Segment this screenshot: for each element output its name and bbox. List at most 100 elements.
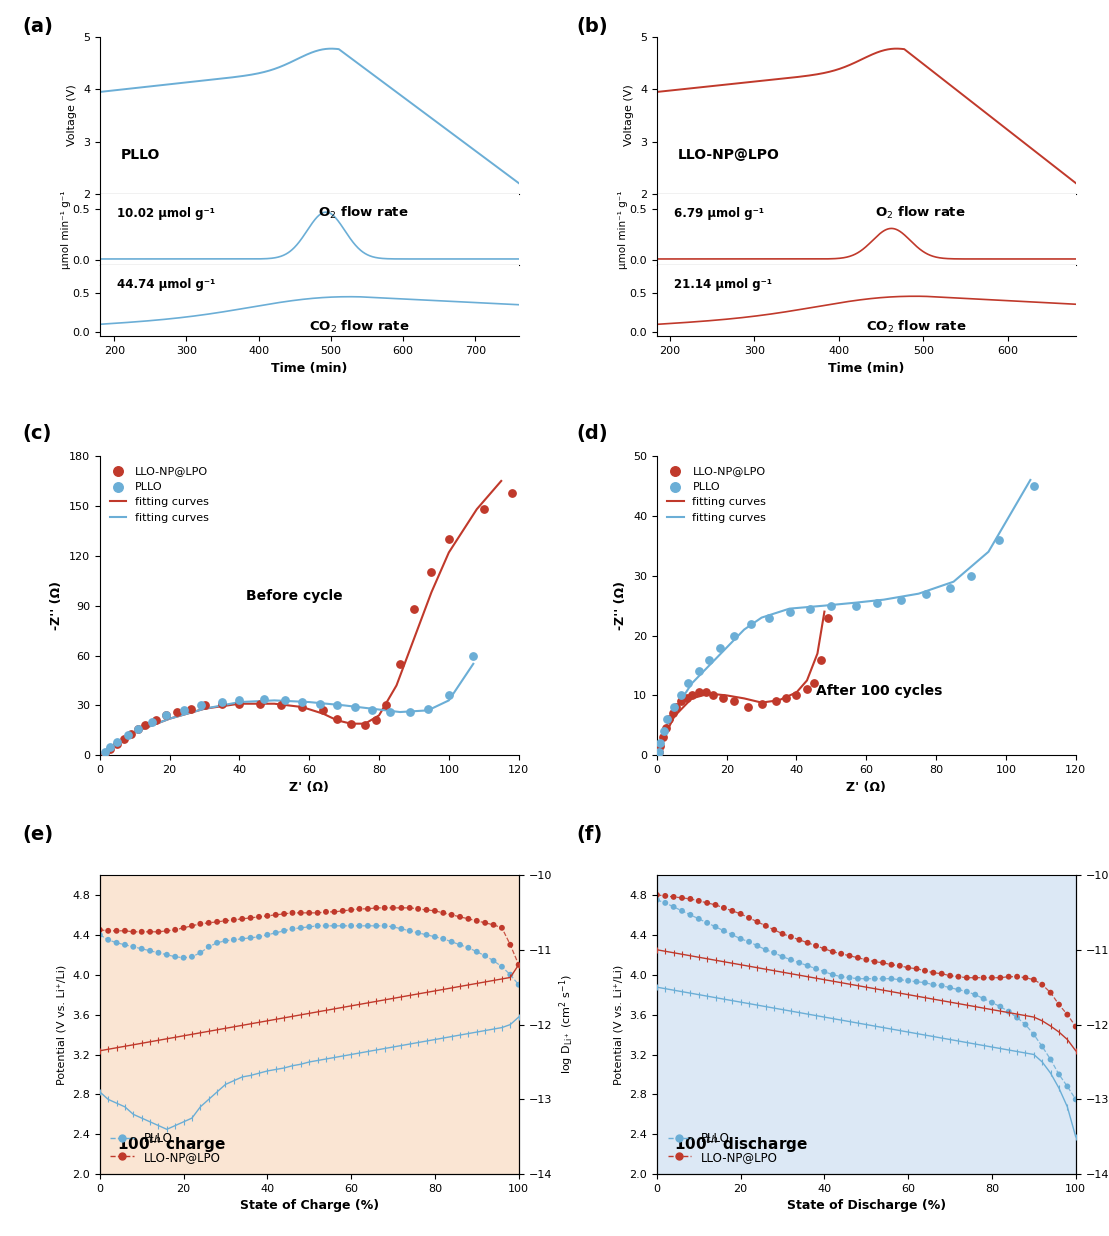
- Point: [699, 913, 716, 933]
- Text: 6.79 μmol g⁻¹: 6.79 μmol g⁻¹: [673, 206, 764, 220]
- Point: [841, 968, 858, 988]
- LLO-NP@LPO: [273, 696, 291, 716]
- Point: [485, 950, 502, 970]
- PLLO: [917, 583, 935, 603]
- Point: [673, 901, 691, 921]
- LLO-NP@LPO: [820, 608, 837, 628]
- Point: [384, 899, 401, 918]
- fitting curves: [111, 737, 124, 751]
- PLLO: [231, 691, 248, 711]
- fitting curves: [981, 544, 995, 559]
- LLO-NP@LPO: [195, 696, 213, 716]
- Point: [393, 918, 410, 938]
- PLLO: [847, 596, 865, 616]
- PLLO: [192, 696, 210, 716]
- Point: [150, 943, 167, 963]
- fitting curves: [373, 708, 386, 723]
- PLLO: [109, 732, 126, 751]
- Point: [1034, 1037, 1051, 1057]
- Legend: PLLO, LLO-NP@LPO: PLLO, LLO-NP@LPO: [105, 1127, 225, 1168]
- Point: [350, 916, 368, 936]
- Point: [899, 958, 917, 978]
- PLLO: [401, 702, 419, 722]
- Point: [175, 918, 193, 938]
- LLO-NP@LPO: [109, 734, 126, 754]
- fitting curves: [755, 611, 769, 625]
- LLO-NP@LPO: [167, 702, 185, 722]
- Point: [100, 929, 118, 949]
- Point: [1058, 1005, 1076, 1025]
- Point: [267, 905, 285, 925]
- LLO-NP@LPO: [440, 529, 458, 549]
- Point: [699, 892, 716, 912]
- Point: [301, 917, 318, 937]
- Point: [426, 901, 444, 921]
- PLLO: [157, 706, 175, 726]
- Point: [798, 955, 816, 975]
- Point: [334, 916, 352, 936]
- fitting curves: [163, 711, 176, 726]
- Legend: LLO-NP@LPO, PLLO, fitting curves, fitting curves: LLO-NP@LPO, PLLO, fitting curves, fittin…: [662, 461, 771, 527]
- Point: [749, 936, 766, 955]
- PLLO: [781, 602, 798, 622]
- Text: (e): (e): [22, 826, 53, 844]
- Point: [292, 918, 309, 938]
- PLLO: [963, 566, 980, 586]
- Point: [451, 934, 469, 954]
- Point: [494, 957, 511, 976]
- Point: [376, 916, 394, 936]
- fitting curves: [658, 730, 671, 745]
- Text: O$_2$ flow rate: O$_2$ flow rate: [875, 205, 966, 221]
- Point: [648, 890, 665, 910]
- Point: [740, 908, 757, 928]
- LLO-NP@LPO: [663, 703, 681, 723]
- Point: [723, 925, 741, 944]
- fitting curves: [947, 575, 960, 590]
- Point: [857, 949, 875, 969]
- Point: [1025, 1025, 1042, 1044]
- LLO-NP@LPO: [231, 693, 248, 713]
- Point: [258, 925, 276, 944]
- Point: [975, 989, 993, 1009]
- Point: [308, 916, 326, 936]
- X-axis label: State of Discharge (%): State of Discharge (%): [786, 1199, 946, 1213]
- Point: [108, 933, 125, 953]
- fitting curves: [811, 646, 824, 661]
- Point: [891, 955, 908, 975]
- PLLO: [175, 701, 193, 721]
- PLLO: [96, 742, 114, 761]
- Point: [682, 905, 700, 925]
- Point: [426, 927, 444, 947]
- Point: [907, 959, 925, 979]
- Point: [983, 993, 1000, 1012]
- Y-axis label: Voltage (V): Voltage (V): [68, 84, 78, 146]
- Point: [141, 922, 159, 942]
- Point: [1067, 1017, 1085, 1037]
- fitting curves: [703, 658, 716, 672]
- Legend: PLLO, LLO-NP@LPO: PLLO, LLO-NP@LPO: [663, 1127, 782, 1168]
- Point: [715, 921, 733, 941]
- Point: [1025, 970, 1042, 990]
- Point: [468, 942, 486, 962]
- Point: [849, 948, 867, 968]
- LLO-NP@LPO: [343, 713, 360, 733]
- Point: [991, 996, 1009, 1016]
- Point: [510, 975, 528, 995]
- LLO-NP@LPO: [96, 743, 114, 763]
- Point: [916, 973, 934, 993]
- LLO-NP@LPO: [690, 682, 708, 702]
- LLO-NP@LPO: [115, 729, 133, 749]
- Point: [807, 959, 825, 979]
- Point: [442, 905, 460, 925]
- LLO-NP@LPO: [683, 686, 701, 706]
- Point: [510, 955, 528, 975]
- Point: [317, 902, 335, 922]
- Point: [866, 952, 884, 971]
- LLO-NP@LPO: [377, 696, 395, 716]
- fitting curves: [1024, 472, 1037, 487]
- fitting curves: [801, 674, 814, 688]
- Point: [376, 899, 394, 918]
- Point: [233, 908, 251, 928]
- LLO-NP@LPO: [122, 724, 140, 744]
- fitting curves: [467, 656, 480, 671]
